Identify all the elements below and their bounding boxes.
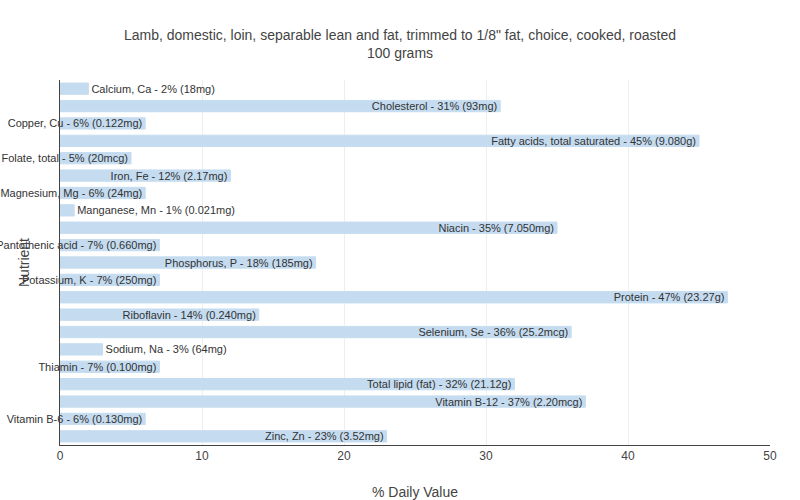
svg-text:0: 0	[57, 449, 64, 463]
svg-text:40: 40	[621, 449, 635, 463]
svg-text:Vitamin B-6 - 6% (0.130mg): Vitamin B-6 - 6% (0.130mg)	[7, 413, 143, 425]
svg-text:Folate, total - 5% (20mcg): Folate, total - 5% (20mcg)	[1, 152, 128, 164]
svg-text:Pantothenic acid - 7% (0.660mg: Pantothenic acid - 7% (0.660mg)	[0, 239, 156, 251]
svg-text:Riboflavin - 14% (0.240mg): Riboflavin - 14% (0.240mg)	[123, 309, 256, 321]
svg-text:Phosphorus, P - 18% (185mg): Phosphorus, P - 18% (185mg)	[165, 257, 313, 269]
svg-text:Iron, Fe - 12% (2.17mg): Iron, Fe - 12% (2.17mg)	[111, 170, 228, 182]
svg-text:Cholesterol - 31% (93mg): Cholesterol - 31% (93mg)	[372, 100, 497, 112]
svg-text:Lamb, domestic, loin, separabl: Lamb, domestic, loin, separable lean and…	[124, 27, 676, 61]
svg-text:Zinc, Zn - 23% (3.52mg): Zinc, Zn - 23% (3.52mg)	[265, 430, 384, 442]
svg-text:Sodium, Na - 3% (64mg): Sodium, Na - 3% (64mg)	[106, 343, 227, 355]
svg-text:20: 20	[337, 449, 351, 463]
svg-text:10: 10	[195, 449, 209, 463]
svg-text:Vitamin B-12 - 37% (2.20mcg): Vitamin B-12 - 37% (2.20mcg)	[435, 396, 582, 408]
svg-text:Protein - 47% (23.27g): Protein - 47% (23.27g)	[614, 291, 725, 303]
svg-text:Potassium, K - 7% (250mg): Potassium, K - 7% (250mg)	[22, 274, 157, 286]
svg-text:Manganese, Mn - 1% (0.021mg): Manganese, Mn - 1% (0.021mg)	[77, 204, 235, 216]
svg-text:Calcium, Ca - 2% (18mg): Calcium, Ca - 2% (18mg)	[91, 83, 214, 95]
svg-text:Nutrient: Nutrient	[16, 238, 32, 287]
svg-text:% Daily Value: % Daily Value	[372, 484, 458, 500]
svg-text:Copper, Cu - 6% (0.122mg): Copper, Cu - 6% (0.122mg)	[8, 117, 143, 129]
svg-text:Thiamin - 7% (0.100mg): Thiamin - 7% (0.100mg)	[38, 361, 156, 373]
svg-text:Magnesium, Mg - 6% (24mg): Magnesium, Mg - 6% (24mg)	[0, 187, 142, 199]
svg-text:30: 30	[479, 449, 493, 463]
svg-text:Niacin - 35% (7.050mg): Niacin - 35% (7.050mg)	[438, 222, 554, 234]
svg-text:Selenium, Se - 36% (25.2mcg): Selenium, Se - 36% (25.2mcg)	[418, 326, 568, 338]
svg-text:Fatty acids, total saturated -: Fatty acids, total saturated - 45% (9.08…	[491, 135, 696, 147]
svg-text:Total lipid (fat) - 32% (21.12: Total lipid (fat) - 32% (21.12g)	[367, 378, 511, 390]
svg-text:50: 50	[763, 449, 777, 463]
